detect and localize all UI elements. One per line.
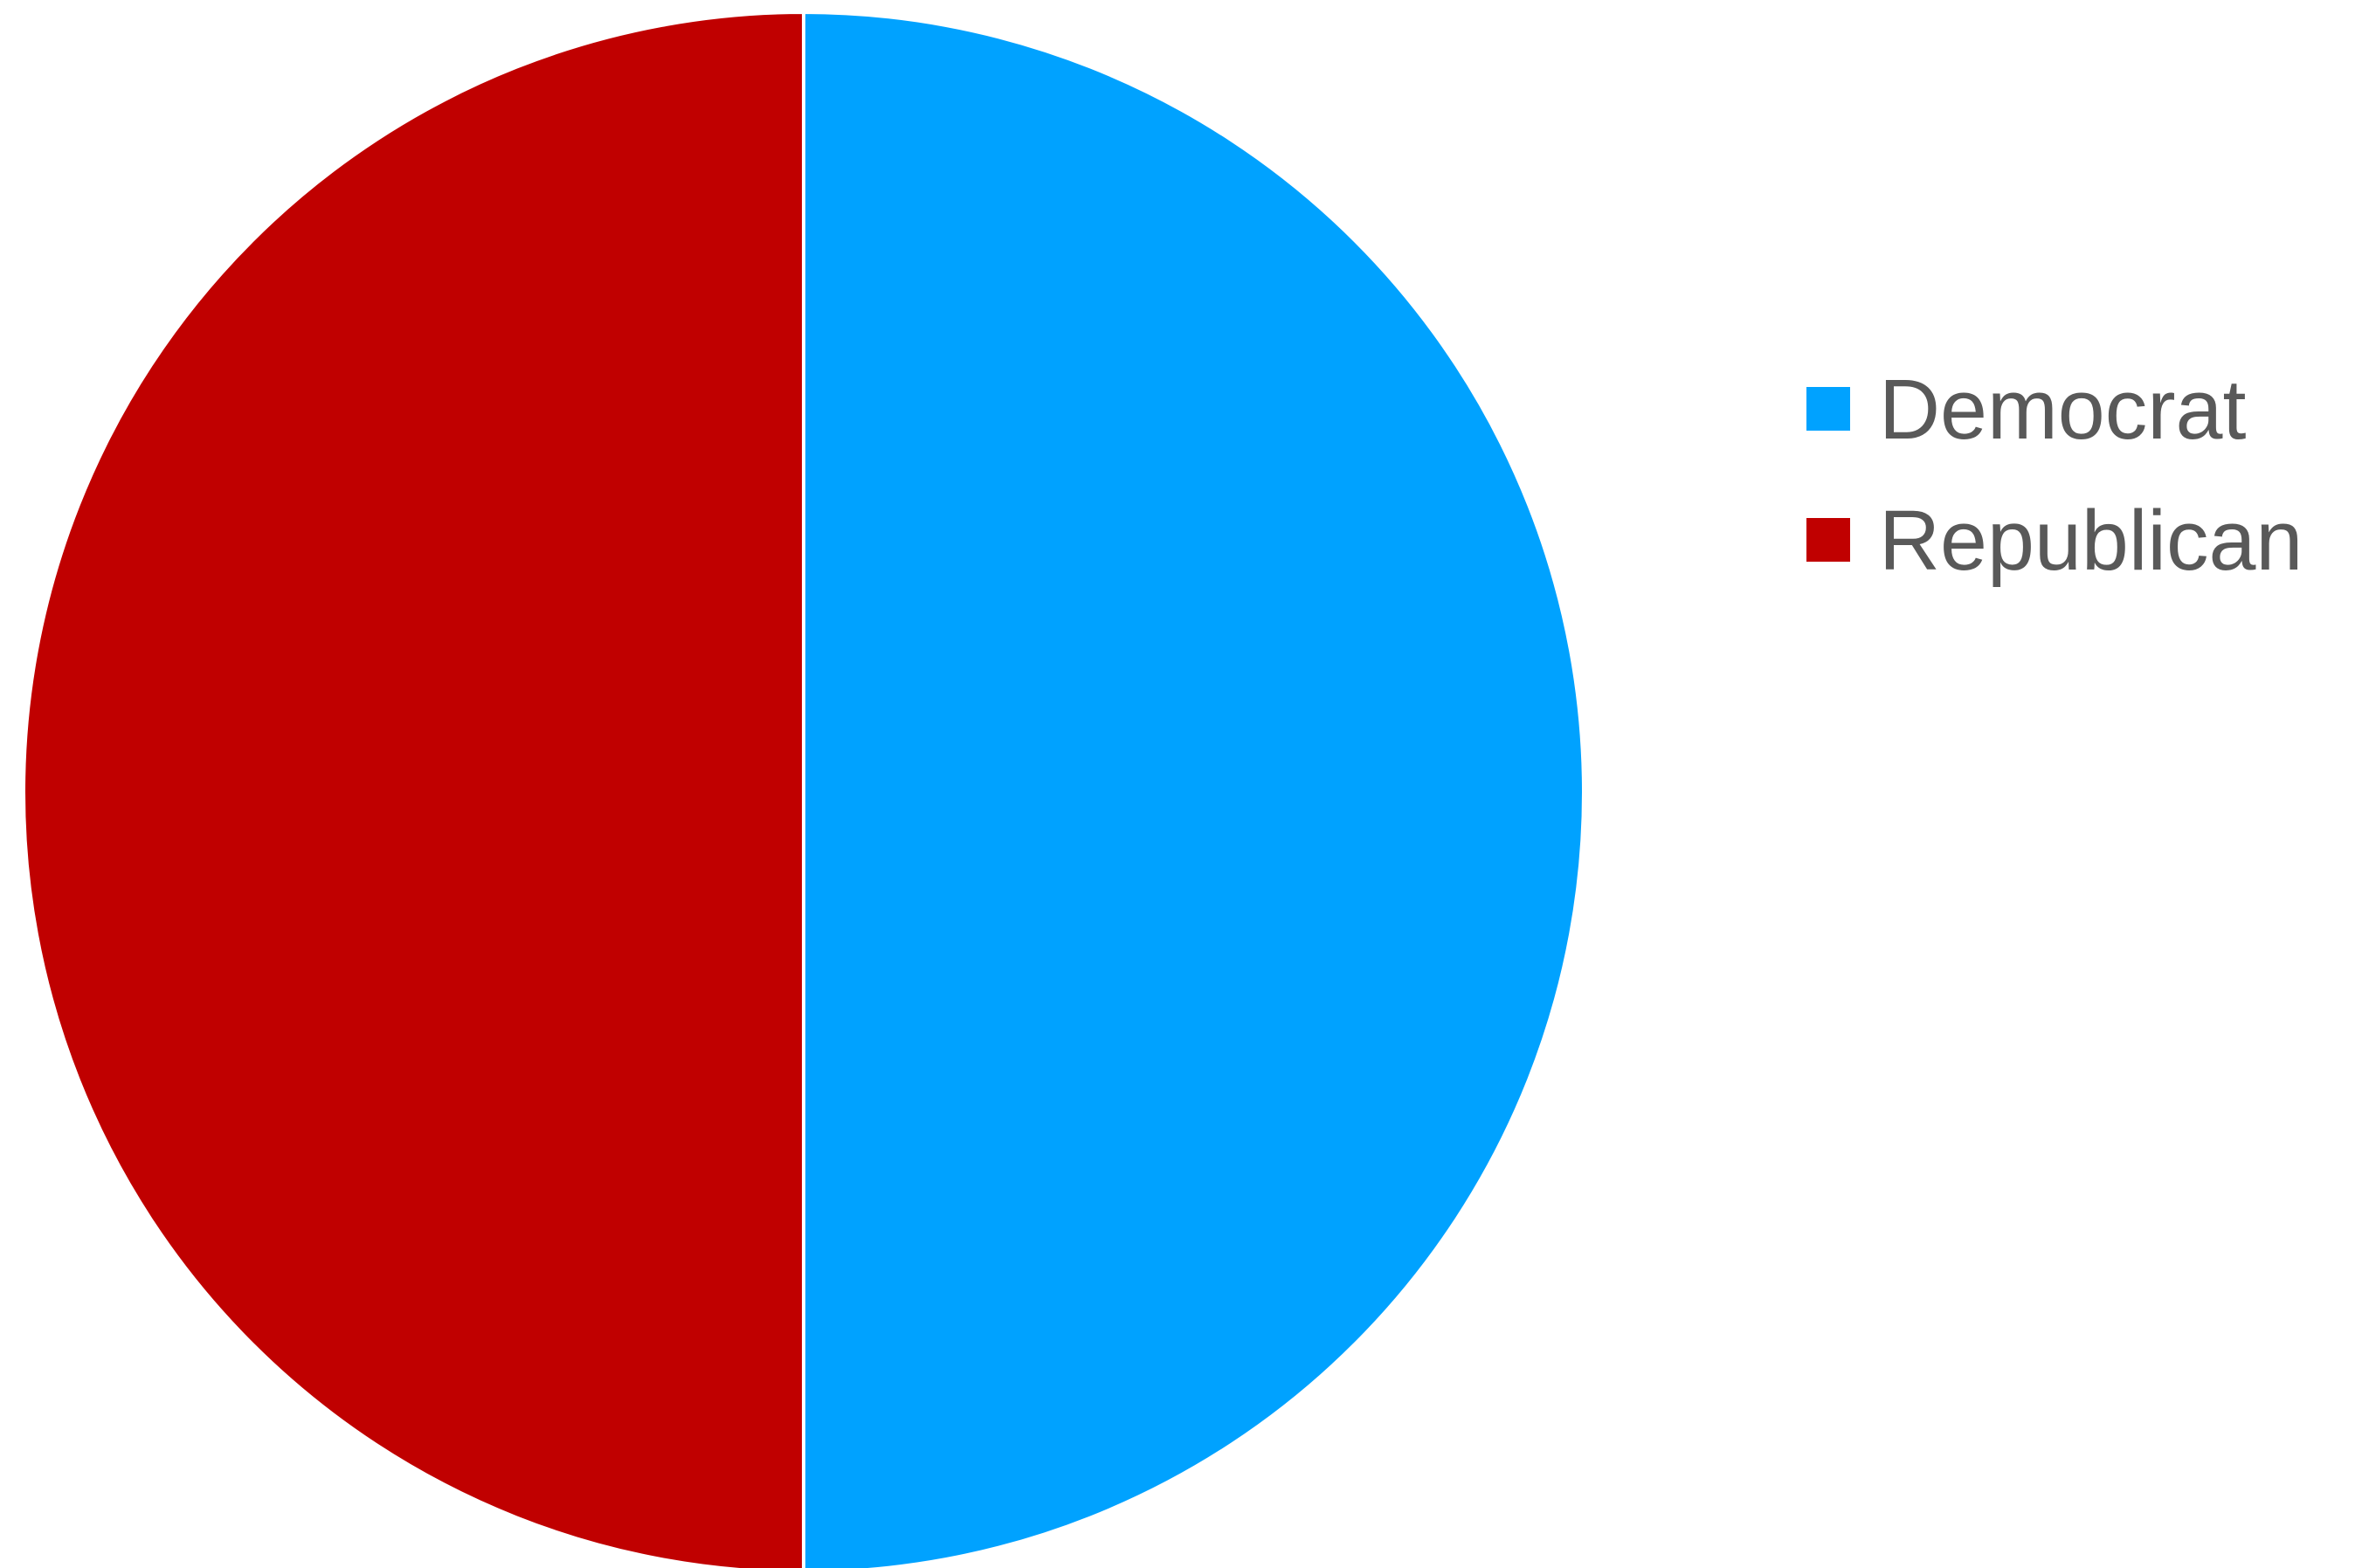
pie-slice-republican xyxy=(22,10,805,1568)
legend-swatch-democrat xyxy=(1806,387,1850,431)
pie-slices xyxy=(22,10,1585,1568)
legend-label-republican: Republican xyxy=(1879,492,2303,588)
legend-label-democrat: Democrat xyxy=(1879,361,2247,457)
legend-swatch-republican xyxy=(1806,518,1850,562)
chart-legend: Democrat Republican xyxy=(1806,365,2303,627)
legend-item-democrat: Democrat xyxy=(1806,365,2303,452)
pie-slice-democrat xyxy=(802,10,1585,1568)
legend-item-republican: Republican xyxy=(1806,496,2303,584)
